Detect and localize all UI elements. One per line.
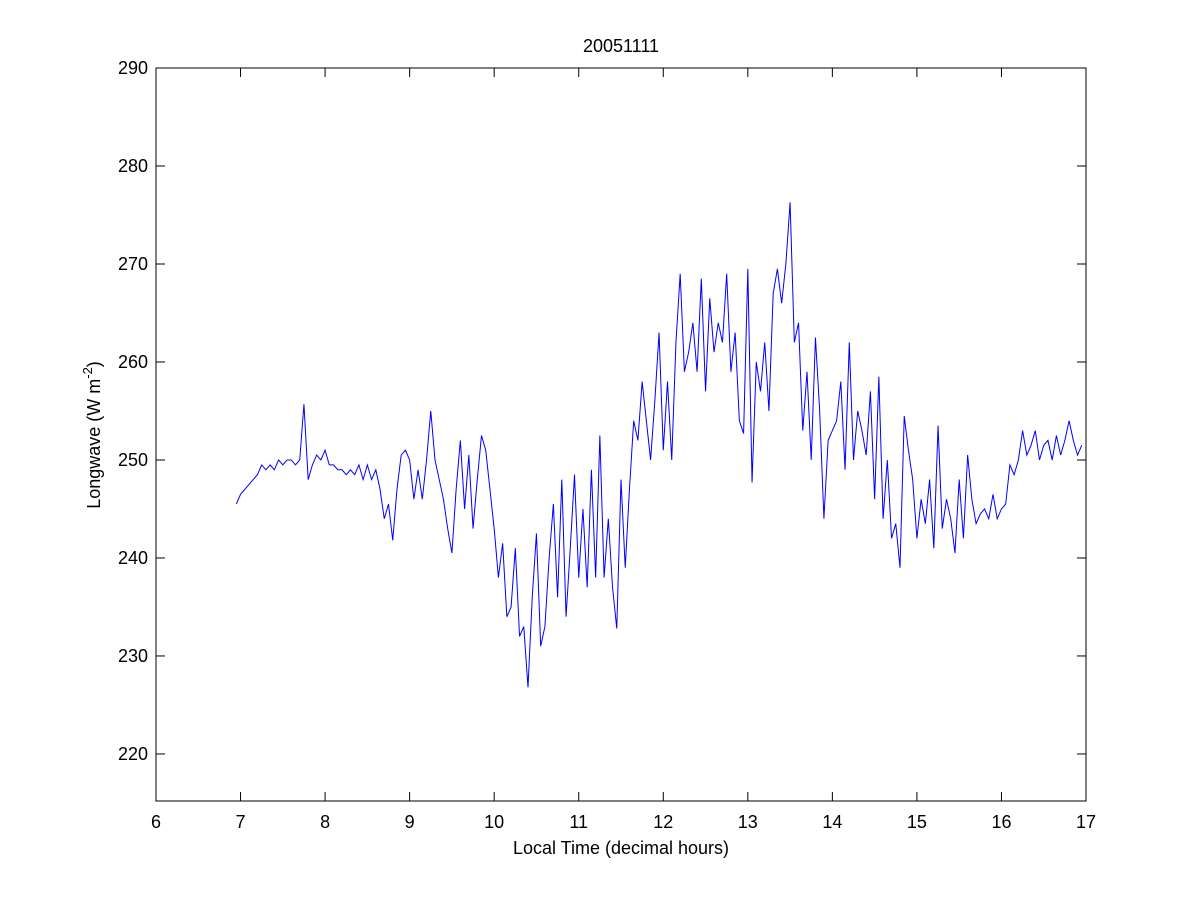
x-tick-label: 16 <box>991 812 1011 832</box>
x-tick-label: 15 <box>907 812 927 832</box>
x-tick-label: 11 <box>569 812 588 832</box>
x-tick-label: 9 <box>405 812 415 832</box>
x-tick-label: 6 <box>151 812 161 832</box>
y-axis-label-main: Longwave (W m <box>84 379 104 509</box>
y-tick-label: 270 <box>118 254 148 274</box>
y-tick-label: 240 <box>118 548 148 568</box>
x-tick-label: 10 <box>484 812 504 832</box>
data-line <box>235 202 1083 688</box>
y-tick-label: 280 <box>118 156 148 176</box>
x-tick-label: 12 <box>653 812 673 832</box>
plot-frame <box>155 67 1087 802</box>
y-axis-label: Longwave (W m-2) <box>80 361 104 509</box>
y-tick-label: 260 <box>118 352 148 372</box>
chart-title: 20051111 <box>583 36 659 56</box>
y-tick-label: 230 <box>118 646 148 666</box>
x-tick-label: 13 <box>738 812 758 832</box>
y-axis-label-sup: -2 <box>80 367 95 379</box>
x-axis-label: Local Time (decimal hours) <box>513 838 729 858</box>
y-tick-label: 250 <box>118 450 148 470</box>
y-tick-label: 220 <box>118 744 148 764</box>
x-tick-label: 14 <box>822 812 842 832</box>
x-tick-label: 8 <box>320 812 330 832</box>
y-tick-label: 290 <box>118 58 148 78</box>
x-tick-label: 17 <box>1076 812 1096 832</box>
y-axis-label-end: ) <box>84 361 104 367</box>
x-tick-label: 7 <box>236 812 246 832</box>
